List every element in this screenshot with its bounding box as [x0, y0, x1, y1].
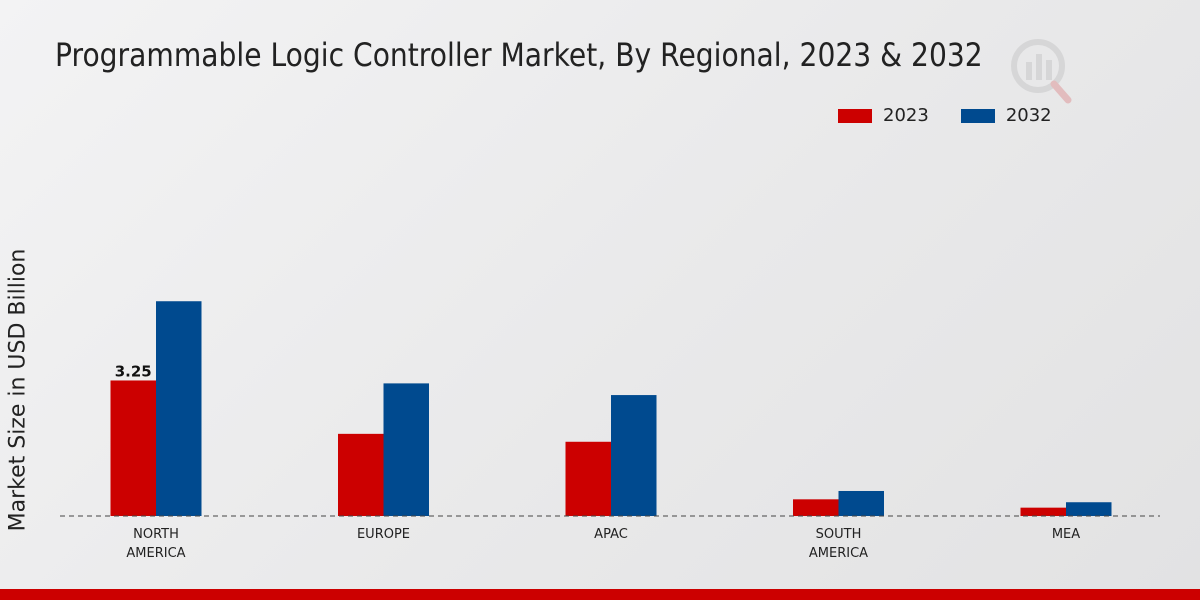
x-tick-label-1: EUROPE [357, 527, 410, 542]
legend-swatch-2032 [960, 108, 995, 123]
x-tick-label-3: SOUTH AMERICA [809, 527, 868, 561]
bar-2023-1 [338, 433, 384, 516]
bar-2023-4 [1020, 507, 1066, 516]
watermark-logo-icon [1011, 39, 1072, 104]
data-label-0: 3.25 [115, 362, 152, 380]
bar-2032-3 [838, 490, 884, 516]
bar-2032-4 [1066, 502, 1112, 516]
bar-2023-0 [110, 380, 156, 516]
x-tick-label-4: MEA [1052, 527, 1080, 542]
x-tick-label-0: NORTH AMERICA [126, 527, 185, 561]
legend-label-2023: 2023 [883, 105, 929, 126]
legend: 2023 2032 [838, 105, 1084, 126]
bar-2023-2 [565, 441, 611, 516]
bar-2032-1 [383, 383, 429, 516]
bar-2023-3 [793, 499, 839, 516]
bar-2032-2 [611, 395, 657, 516]
x-tick-label-2: APAC [594, 527, 628, 542]
legend-item-2032: 2032 [960, 105, 1052, 126]
legend-label-2032: 2032 [1005, 105, 1052, 126]
bar-2032-0 [156, 301, 202, 516]
chart-title: Programmable Logic Controller Market, By… [55, 36, 983, 74]
footer-bar [0, 589, 1200, 600]
legend-item-2023: 2023 [838, 105, 929, 126]
legend-swatch-2023 [838, 108, 872, 123]
